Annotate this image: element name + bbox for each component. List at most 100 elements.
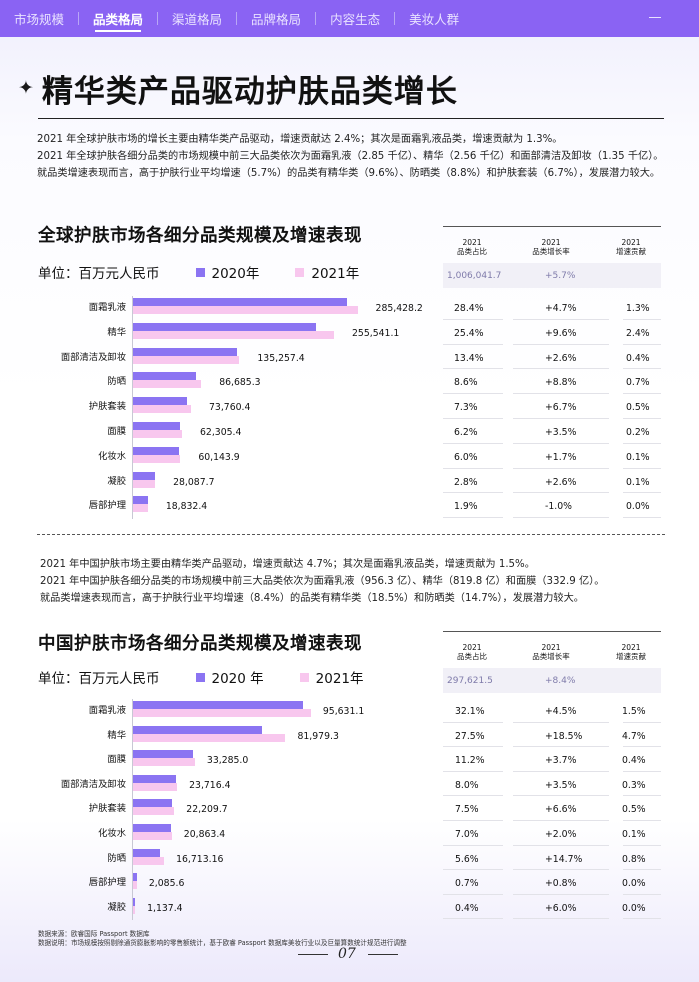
legend-swatch-2021 — [295, 267, 305, 277]
table-row-divider — [623, 368, 661, 370]
page-number-rule — [368, 954, 398, 955]
bar-2021 — [133, 905, 136, 914]
global-summary-line: 2021 年全球护肤各细分品类的市场规模中前三大品类依次为面霜乳液（2.85 千… — [37, 151, 664, 162]
bar-2020 — [133, 496, 148, 505]
menu-icon[interactable] — [649, 17, 661, 18]
footer-note: 数据说明：市场规模按照剔除通货膨胀影响的零售额统计，基于欧睿 Passport … — [38, 939, 407, 947]
nav-tab-content[interactable]: 内容生态 — [330, 12, 381, 27]
growth-cell: +2.0% — [545, 829, 577, 840]
legend-swatch-2020 — [195, 267, 205, 277]
share-cell: 27.5% — [455, 730, 485, 742]
growth-cell: +8.8% — [545, 377, 577, 389]
header-year: 2021 — [462, 237, 482, 247]
table-row-divider — [443, 893, 503, 895]
share-cell: 8.6% — [454, 377, 478, 389]
share-cell: 7.0% — [455, 829, 479, 840]
growth-cell: +3.5% — [545, 779, 577, 791]
bar-2020 — [133, 774, 176, 783]
category-label: 凝胶 — [107, 901, 126, 913]
legend-item-2020: 2020 年 — [195, 667, 264, 687]
nav-tab-category[interactable]: 品类格局 — [79, 0, 157, 37]
growth-cell: +6.7% — [545, 402, 577, 414]
global-summary: 2021 年全球护肤市场的增长主要由精华类产品驱动，增速贡献达 2.4%；其次是… — [37, 131, 677, 182]
bar-value-label: 1,137.4 — [147, 902, 183, 914]
table-row-divider — [443, 492, 503, 494]
contribution-cell: 0.0% — [622, 878, 646, 890]
bar-value-label: 20,863.4 — [183, 829, 226, 840]
table-row-divider — [443, 467, 503, 469]
header-year: 2021 — [541, 237, 561, 247]
growth-cell: +6.0% — [545, 902, 577, 914]
header-label: 增速贡献 — [616, 247, 646, 256]
bar-value-label: 18,832.4 — [165, 501, 208, 513]
contribution-cell: 0.4% — [622, 755, 646, 767]
contribution-cell: 2.4% — [626, 327, 650, 339]
chart-axis — [132, 699, 133, 921]
top-nav: 市场规模 品类格局 渠道格局 品牌格局 内容生态 美妆人群 — [0, 0, 699, 37]
category-label: 面膜 — [107, 754, 126, 766]
china-total-row: 297,621.5 +8.4% — [443, 668, 661, 693]
china-summary-line: 2021 年中国护肤各细分品类的市场规模中前三大品类依次为面霜乳液（956.3 … — [40, 576, 605, 587]
header-contribution: 2021 增速贡献 — [601, 227, 661, 267]
share-cell: 2.8% — [454, 476, 478, 488]
bar-2021 — [133, 733, 286, 742]
table-row-divider — [513, 318, 609, 320]
global-table-header: 2021 品类占比 2021 品类增长率 2021 增速贡献 — [443, 226, 661, 267]
contribution-cell: 0.4% — [626, 352, 650, 364]
nav-divider — [78, 12, 80, 25]
page-number: 07 — [338, 946, 356, 962]
nav-tab-channel[interactable]: 渠道格局 — [172, 12, 223, 27]
table-row-divider — [513, 393, 609, 395]
growth-cell: +3.7% — [545, 755, 577, 767]
unit-label: 单位：百万元人民币 — [38, 671, 160, 687]
section-divider — [37, 534, 665, 535]
bar-2020 — [133, 873, 137, 882]
header-year: 2021 — [462, 642, 482, 652]
share-cell: 5.6% — [455, 853, 479, 865]
nav-divider — [394, 12, 396, 25]
nav-tab-market-size[interactable]: 市场规模 — [14, 12, 65, 27]
table-row-divider — [623, 795, 661, 797]
contribution-cell: 0.0% — [622, 902, 646, 914]
growth-cell: +6.6% — [545, 804, 577, 816]
nav-tab-brand[interactable]: 品牌格局 — [251, 12, 302, 27]
sparkle-icon: ✦ — [18, 77, 34, 99]
share-cell: 7.3% — [454, 402, 478, 414]
header-label: 品类增长率 — [532, 652, 570, 661]
table-row-divider — [513, 918, 609, 920]
share-cell: 13.4% — [454, 352, 484, 364]
bar-value-label: 28,087.7 — [173, 476, 215, 488]
bar-2021 — [133, 479, 156, 488]
table-row-divider — [443, 517, 503, 519]
table-row-divider — [623, 418, 661, 419]
title-divider — [38, 118, 664, 119]
nav-tab-audience[interactable]: 美妆人群 — [409, 12, 460, 27]
share-cell: 8.0% — [455, 779, 479, 791]
bar-value-label: 33,285.0 — [206, 755, 249, 767]
bar-2020 — [133, 897, 135, 906]
legend-item-2020: 2020年 — [195, 262, 259, 282]
share-cell: 6.2% — [454, 427, 478, 438]
table-row-divider — [443, 869, 503, 871]
bar-value-label: 73,760.4 — [209, 402, 251, 414]
growth-cell: -1.0% — [545, 501, 572, 513]
bar-2020 — [133, 298, 348, 306]
contribution-cell: 0.1% — [626, 476, 650, 488]
bar-value-label: 285,428.2 — [375, 303, 423, 314]
table-row-divider — [623, 517, 661, 519]
bar-2021 — [133, 355, 240, 364]
table-row-divider — [623, 869, 661, 871]
share-cell: 25.4% — [454, 327, 484, 339]
nav-divider — [157, 12, 159, 25]
table-row-divider — [443, 918, 503, 920]
legend-item-2021: 2021年 — [299, 667, 364, 687]
share-cell: 0.4% — [455, 902, 479, 914]
total-size: 1,006,041.7 — [447, 270, 502, 281]
bar-2020 — [133, 750, 193, 759]
contribution-cell: 0.5% — [622, 804, 646, 816]
bar-value-label: 60,143.9 — [198, 451, 240, 463]
page-title: 精华类产品驱动护肤品类增长 — [41, 73, 458, 110]
header-label: 品类占比 — [457, 247, 487, 256]
table-row-divider — [443, 795, 503, 797]
table-row-divider — [623, 467, 661, 469]
